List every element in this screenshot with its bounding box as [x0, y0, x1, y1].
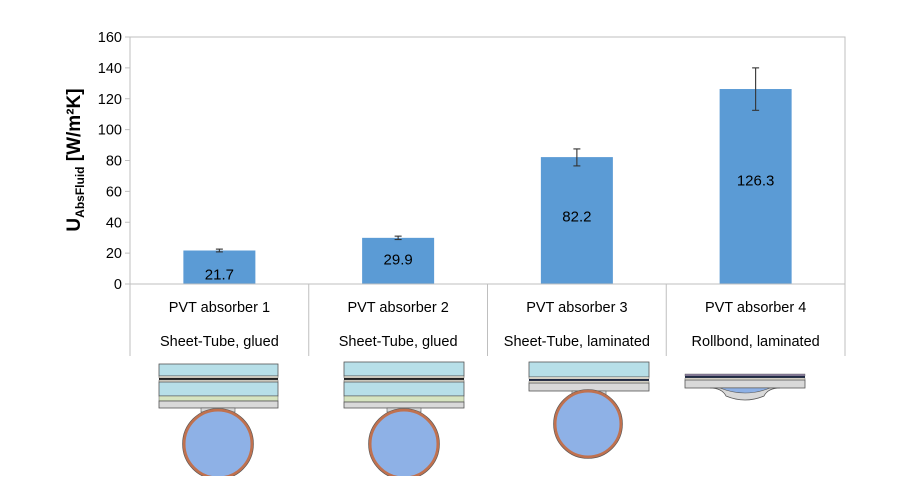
y-tick-label: 60 — [106, 184, 122, 200]
y-tick-label: 140 — [98, 61, 122, 77]
diagram-sheet-tube-laminated — [528, 361, 650, 459]
y-tick-label: 100 — [98, 123, 122, 139]
bar-group: 29.9 — [362, 235, 435, 284]
bar — [540, 157, 613, 284]
diagram-rollbond-laminated — [684, 373, 806, 401]
error-bar — [215, 248, 223, 253]
bars: 21.7 29.9 82.2 126.3 — [183, 67, 792, 284]
diagram-sheet-tube-glued-1 — [158, 363, 279, 476]
category-label: PVT absorber 2 — [347, 300, 448, 316]
diagram-sheet-tube-glued-2 — [343, 361, 465, 476]
data-label: 82.2 — [562, 209, 591, 226]
bar-group: 126.3 — [719, 67, 792, 284]
y-tick-label: 120 — [98, 92, 122, 108]
y-axis: 0 20 40 60 80 100 120 140 160 — [98, 30, 130, 293]
y-tick-label: 160 — [98, 30, 122, 46]
y-tick-label: 80 — [106, 154, 122, 170]
data-label: 126.3 — [737, 173, 775, 190]
bar-group: 82.2 — [540, 148, 613, 284]
y-tick-label: 40 — [106, 215, 122, 231]
bar — [719, 89, 792, 284]
bar — [183, 250, 256, 284]
bar-group: 21.7 — [183, 248, 256, 284]
data-label: 29.9 — [384, 252, 413, 269]
category-sublabel: Sheet-Tube, glued — [160, 334, 279, 350]
category-table: PVT absorber 1 Sheet-Tube, glued PVT absor… — [129, 283, 846, 356]
error-bar — [394, 235, 402, 241]
data-label: 21.7 — [205, 266, 234, 283]
bar — [362, 237, 435, 284]
category-sublabel: Sheet-Tube, laminated — [504, 334, 650, 350]
y-tick-label: 0 — [114, 277, 122, 293]
category-label: PVT absorber 3 — [526, 300, 627, 316]
category-sublabel: Rollbond, laminated — [692, 334, 820, 350]
y-tick-label: 20 — [106, 246, 122, 262]
category-label: PVT absorber 1 — [169, 300, 270, 316]
category-label: PVT absorber 4 — [705, 300, 806, 316]
category-sublabel: Sheet-Tube, glued — [339, 334, 458, 350]
error-bar — [752, 67, 760, 111]
y-axis-title: UAbsFluid [W/m²K] — [64, 88, 87, 231]
error-bar — [573, 148, 581, 167]
